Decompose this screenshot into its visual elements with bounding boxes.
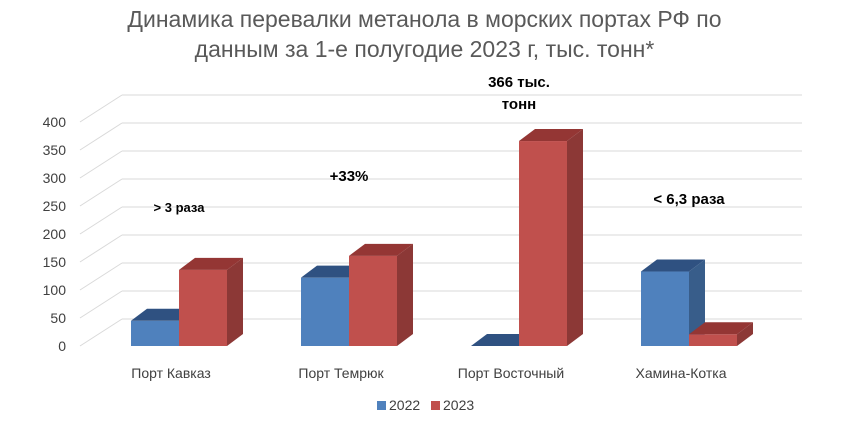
annotation-label: +33%: [330, 168, 369, 185]
x-category-label: Порт Темрюк: [298, 365, 384, 381]
annotation-label: 366 тыс. тонн: [488, 74, 550, 113]
x-category-label: Порт Кавказ: [131, 365, 211, 381]
bar-side-2022-4: [689, 259, 705, 346]
annotation-line: +33%: [330, 168, 369, 185]
bar-2023-4: [689, 334, 737, 346]
bar-2022-1: [131, 320, 179, 346]
annotation-line: 366 тыс.: [488, 74, 550, 91]
chart-title-line-1: Динамика перевалки метанола в морских по…: [127, 6, 722, 32]
y-tick-label: 350: [43, 142, 67, 158]
annotation-label: < 6,3 раза: [653, 191, 725, 208]
gridline-depth: [79, 318, 123, 347]
annotation-line: < 6,3 раза: [653, 191, 725, 208]
legend-swatch-2023: [431, 401, 440, 410]
y-tick-label: 400: [43, 114, 67, 130]
bar-side-2023-2: [397, 243, 413, 346]
bar-2022-4: [641, 271, 689, 346]
chart-title-line-2: данным за 1-е полугодие 2023 г, тыс. тон…: [194, 36, 655, 62]
legend-label: 2022: [389, 397, 420, 413]
bar-2023-3: [519, 141, 567, 346]
bar-top-2022-4: [641, 259, 705, 272]
gridline-depth: [79, 122, 123, 151]
y-tick-label: 100: [43, 282, 67, 298]
gridline-depth: [79, 234, 123, 263]
y-tick-label: 50: [50, 310, 66, 326]
x-category-label: Хамина-Котка: [635, 365, 726, 381]
legend-swatch-2022: [377, 401, 386, 410]
bar-2023-2: [349, 255, 397, 346]
y-tick-label: 250: [43, 198, 67, 214]
bar-top-2023-4: [689, 322, 753, 335]
legend: 2022 2023: [377, 397, 474, 413]
x-category-label: Порт Восточный: [458, 365, 564, 381]
bar-side-2023-4: [737, 322, 753, 346]
bar-top-2023-2: [349, 243, 413, 256]
bar-2023-1: [179, 269, 227, 346]
y-tick-label: 200: [43, 226, 67, 242]
annotation-line: > 3 раза: [154, 200, 206, 215]
chart-title: Динамика перевалки метанола в морских по…: [0, 4, 849, 64]
bar-top-2023-1: [179, 257, 243, 270]
bar-side-2023-1: [227, 257, 243, 346]
bar-top-2023-3: [519, 129, 583, 142]
gridline-depth: [79, 262, 123, 291]
gridline-depth: [79, 178, 123, 207]
gridline-depth: [79, 206, 123, 235]
bars: [131, 129, 753, 346]
gridline-depth: [79, 290, 123, 319]
legend-label: 2023: [443, 397, 474, 413]
annotation-line: тонн: [502, 96, 536, 113]
bar-2022-2: [301, 277, 349, 346]
gridline-depth: [79, 150, 123, 179]
bar-side-2023-3: [567, 129, 583, 346]
y-tick-label: 300: [43, 170, 67, 186]
y-tick-label: 150: [43, 254, 67, 270]
y-tick-label: 0: [58, 338, 66, 354]
gridline-depth: [79, 94, 123, 123]
annotation-label: > 3 раза: [154, 200, 206, 215]
